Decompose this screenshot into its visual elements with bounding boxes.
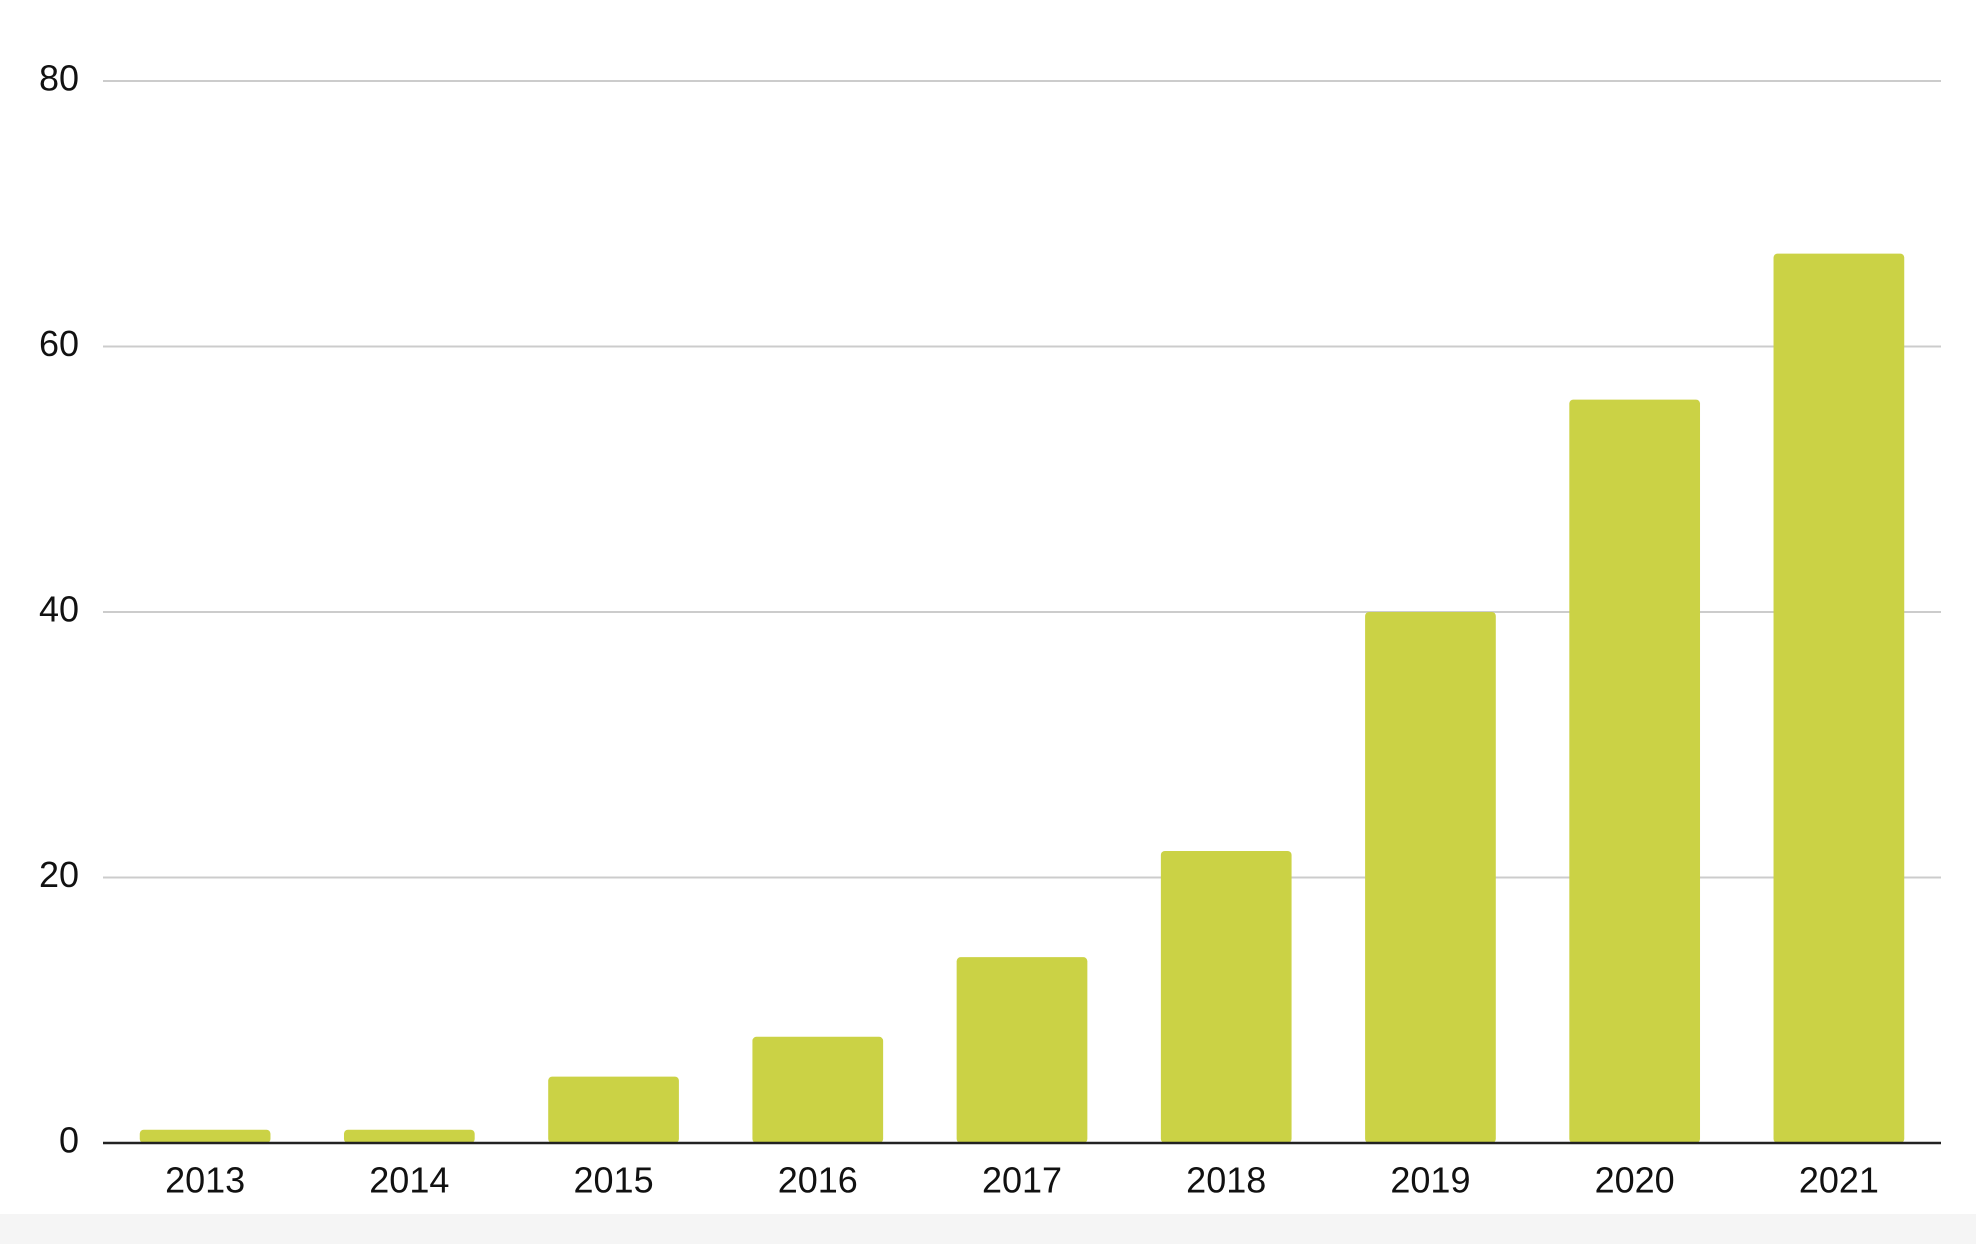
bar [1773, 253, 1905, 1143]
x-tick-label: 2020 [1595, 1160, 1675, 1201]
bar [956, 957, 1088, 1143]
y-tick-label: 40 [39, 589, 79, 630]
x-tick-label: 2015 [574, 1160, 654, 1201]
y-tick-label: 20 [39, 854, 79, 895]
bar [1569, 399, 1701, 1144]
x-tick-label: 2016 [778, 1160, 858, 1201]
x-tick-label: 2014 [369, 1160, 449, 1201]
x-tick-label: 2013 [165, 1160, 245, 1201]
y-tick-label: 0 [59, 1120, 79, 1161]
x-tick-label: 2017 [982, 1160, 1062, 1201]
y-tick-label: 80 [39, 58, 79, 99]
y-tick-label: 60 [39, 323, 79, 364]
bar [1160, 850, 1292, 1143]
x-tick-label: 2019 [1390, 1160, 1470, 1201]
bar [1365, 612, 1496, 1143]
x-tick-label: 2018 [1186, 1160, 1266, 1201]
bottom-strip [0, 1214, 1976, 1244]
bar [548, 1076, 679, 1143]
bar [139, 1129, 271, 1143]
bar [752, 1036, 884, 1143]
x-tick-label: 2021 [1799, 1160, 1879, 1201]
bar [343, 1129, 475, 1143]
